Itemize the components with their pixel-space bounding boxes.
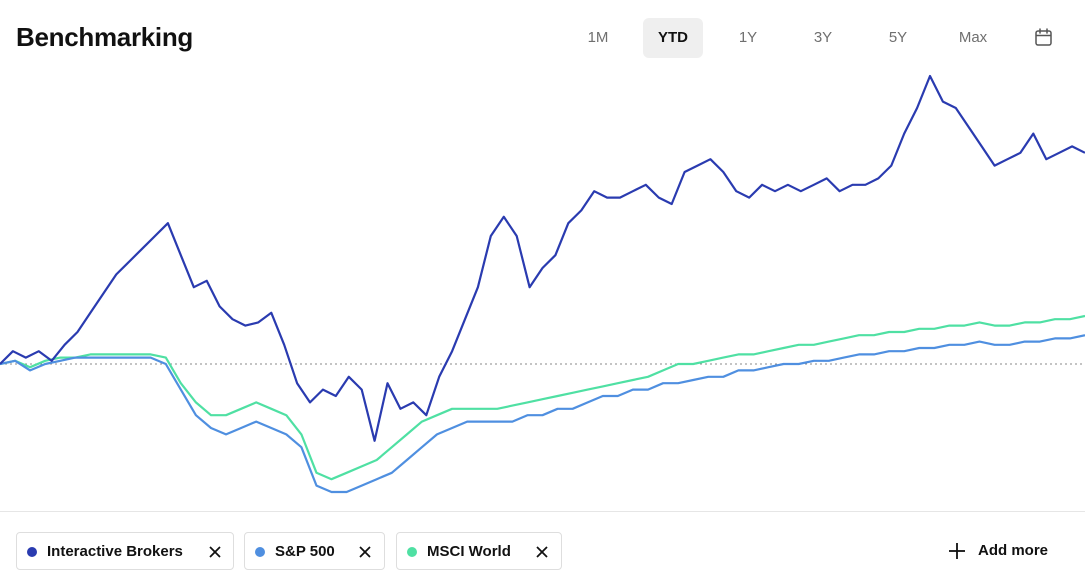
plus-icon bbox=[949, 543, 965, 559]
range-1y-button[interactable]: 1Y bbox=[718, 18, 778, 58]
legend-chip-interactive-brokers: Interactive Brokers bbox=[16, 532, 234, 570]
calendar-button[interactable] bbox=[1030, 24, 1058, 52]
add-more-label: Add more bbox=[978, 542, 1049, 559]
range-ytd-button[interactable]: YTD bbox=[643, 18, 703, 58]
calendar-icon bbox=[1035, 28, 1052, 46]
close-icon bbox=[209, 546, 221, 558]
close-icon bbox=[359, 546, 371, 558]
time-range-selector: 1M YTD 1Y 3Y 5Y Max bbox=[560, 18, 1070, 58]
series-line-msci-world bbox=[0, 314, 1085, 481]
legend-label: S&P 500 bbox=[275, 543, 335, 560]
legend-label: Interactive Brokers bbox=[47, 543, 183, 560]
series-line-s-p-500 bbox=[0, 334, 1085, 494]
chart-canvas bbox=[0, 74, 1085, 494]
series-line-interactive-brokers bbox=[0, 74, 1085, 442]
legend-chip-msci-world: MSCI World bbox=[396, 532, 562, 570]
legend-chip-sp500: S&P 500 bbox=[244, 532, 385, 570]
close-icon bbox=[536, 546, 548, 558]
range-1m-button[interactable]: 1M bbox=[568, 18, 628, 58]
page-title: Benchmarking bbox=[16, 22, 194, 52]
remove-sp500-button[interactable] bbox=[355, 542, 375, 562]
series-color-dot bbox=[255, 547, 265, 557]
range-3y-button[interactable]: 3Y bbox=[793, 18, 853, 58]
remove-interactive-brokers-button[interactable] bbox=[205, 542, 225, 562]
series-color-dot bbox=[407, 547, 417, 557]
range-max-button[interactable]: Max bbox=[943, 18, 1003, 58]
range-5y-button[interactable]: 5Y bbox=[868, 18, 928, 58]
legend-label: MSCI World bbox=[427, 543, 511, 560]
divider bbox=[0, 511, 1085, 512]
series-color-dot bbox=[27, 547, 37, 557]
remove-msci-world-button[interactable] bbox=[532, 542, 552, 562]
add-more-button[interactable]: Add more bbox=[944, 536, 1064, 566]
benchmark-chart bbox=[0, 70, 1085, 510]
